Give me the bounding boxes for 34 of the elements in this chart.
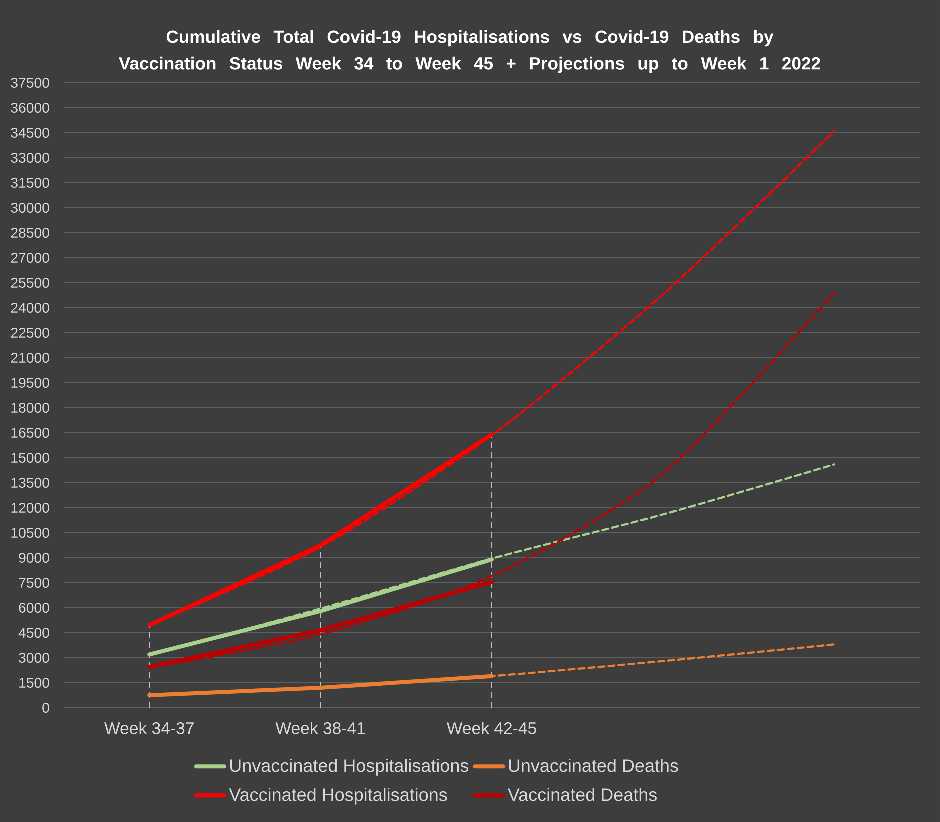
legend-label: Vaccinated Deaths (508, 788, 657, 802)
legend-label: Unvaccinated Hospitalisations (230, 759, 469, 776)
y-tick-label: 13500 (12, 478, 50, 488)
y-tick-label: 0 (42, 702, 50, 713)
chart-title: Cumulative Total Covid-19 Hospitalisations vs Covid-19 Deaths by Vaccination Status Week 34 to Week 45 + Projections up to Week 1 2022 (119, 30, 820, 74)
y-tick-label: 10500 (12, 528, 50, 538)
x-tick-label: Week 34-37 (104, 722, 194, 734)
y-tick-label: 37500 (11, 78, 50, 88)
y-tick-label: 31500 (11, 178, 50, 188)
y-tick-label: 22500 (11, 328, 50, 338)
y-tick-label: 7500 (19, 578, 50, 588)
y-tick-label: 28500 (11, 228, 50, 238)
y-tick-label: 34500 (11, 128, 50, 138)
y-tick-label: 4500 (18, 628, 50, 638)
y-tick-label: 12000 (12, 502, 50, 513)
x-tick-label: Week 42-45 (446, 722, 536, 734)
y-tick-label: 9000 (19, 552, 50, 563)
y-tick-label: 21000 (11, 352, 50, 364)
y-tick-label: 18000 (12, 402, 50, 413)
y-tick-label: 16500 (12, 428, 50, 438)
x-tick-label: Week 38-41 (276, 722, 366, 734)
y-tick-label: 6000 (19, 602, 50, 613)
y-tick-label: 36000 (11, 102, 50, 114)
y-tick-label: 33000 (11, 152, 50, 164)
y-tick-label: 1500 (20, 678, 50, 688)
y-tick-label: 19500 (12, 378, 50, 388)
y-tick-label: 15000 (12, 452, 50, 463)
y-tick-label: 24000 (11, 302, 50, 313)
y-tick-label: 27000 (11, 252, 50, 264)
legend-label: Unvaccinated Deaths (509, 759, 678, 772)
legend-label: Vaccinated Hospitalisations (229, 788, 448, 805)
y-tick-label: 30000 (11, 202, 50, 214)
y-tick-label: 25500 (11, 278, 50, 288)
y-tick-label: 3000 (19, 652, 50, 663)
